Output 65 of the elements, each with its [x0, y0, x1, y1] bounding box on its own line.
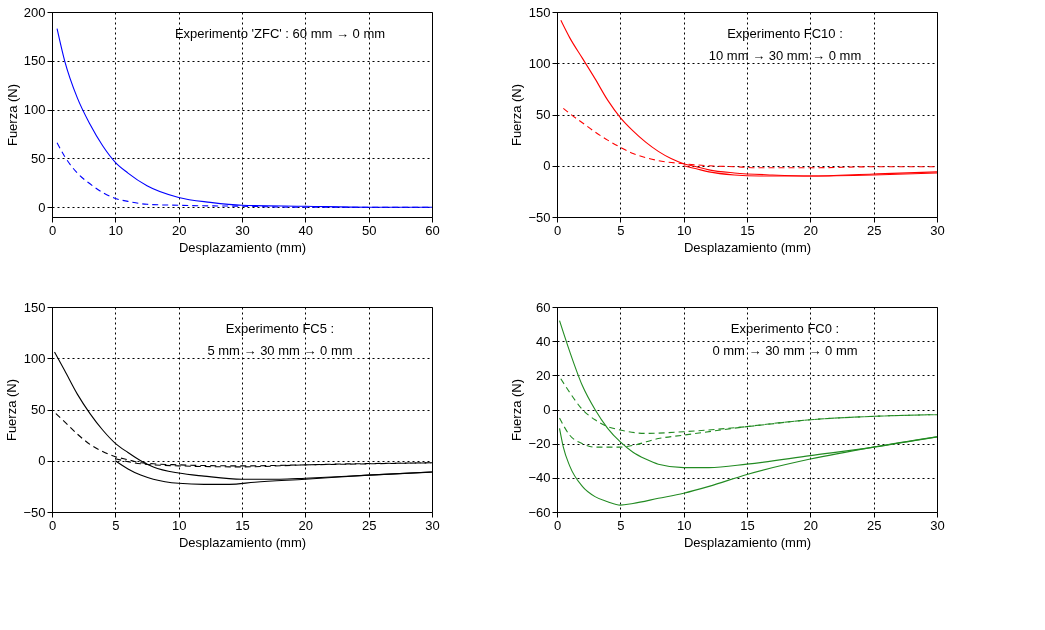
x-tick-label: 40: [298, 222, 314, 238]
y-tick-label: 50: [31, 402, 46, 417]
y-tick-label: −50: [23, 504, 46, 520]
x-axis-title: Desplazamiento (mm): [178, 534, 307, 550]
x-tick-label: 15: [740, 517, 755, 533]
x-tick-label: 5: [617, 222, 625, 238]
x-tick-label: 20: [298, 517, 314, 533]
x-tick-label: 50: [361, 222, 377, 238]
y-axis-title: Fuerza (N): [4, 83, 20, 147]
y-tick-label: −60: [528, 504, 551, 520]
y-tick-label: 60: [536, 299, 551, 315]
y-tick-label: 100: [23, 102, 46, 118]
y-tick-label: −40: [528, 470, 551, 486]
y-tick-label: 100: [528, 55, 551, 71]
y-tick-label: 0: [543, 158, 551, 174]
x-tick-label: 15: [740, 222, 755, 238]
x-tick-label: 30: [235, 222, 250, 238]
annotation: Experimento 'ZFC' : 60 mm → 0 mm: [174, 26, 386, 41]
x-tick-label: 60: [425, 222, 440, 238]
y-tick-label: 150: [23, 53, 46, 69]
y-tick-label: −50: [528, 209, 551, 225]
y-tick-label: −20: [528, 436, 551, 452]
x-tick-label: 10: [676, 222, 692, 238]
x-tick-label: 25: [866, 222, 882, 238]
x-tick-label: 30: [930, 517, 945, 533]
y-tick-label: 0: [543, 402, 551, 417]
x-tick-label: 25: [866, 517, 882, 533]
annotation: 10 mm → 30 mm → 0 mm: [708, 48, 862, 63]
y-tick-label: 20: [536, 367, 551, 383]
annotation: Experimento FC0 :: [730, 321, 840, 336]
x-tick-label: 0: [48, 222, 57, 238]
x-axis-title: Desplazamiento (mm): [683, 239, 812, 255]
y-tick-label: 150: [528, 4, 551, 20]
annotation: 0 mm → 30 mm → 0 mm: [712, 343, 858, 358]
x-tick-label: 0: [553, 222, 562, 238]
y-tick-label: 50: [536, 107, 551, 122]
annotation: Experimento FC10 :: [727, 26, 843, 41]
y-axis-title: Fuerza (N): [509, 83, 525, 147]
x-axis-title: Desplazamiento (mm): [683, 534, 812, 550]
y-tick-label: 150: [23, 299, 46, 315]
x-tick-label: 25: [361, 517, 377, 533]
x-tick-label: 30: [930, 222, 945, 238]
x-tick-label: 20: [803, 517, 819, 533]
x-tick-label: 10: [676, 517, 692, 533]
y-tick-label: 100: [23, 350, 46, 366]
x-tick-label: 5: [617, 517, 625, 533]
x-tick-label: 0: [553, 517, 562, 533]
x-tick-label: 20: [803, 222, 819, 238]
y-axis-title: Fuerza (N): [509, 378, 525, 442]
y-tick-label: 50: [31, 150, 46, 166]
x-axis-title: Desplazamiento (mm): [178, 239, 307, 255]
annotation: 5 mm → 30 mm → 0 mm: [207, 343, 353, 358]
x-tick-label: 0: [48, 517, 57, 533]
y-tick-label: 200: [23, 4, 46, 20]
annotation: Experimento FC5 :: [225, 321, 335, 336]
y-tick-label: 40: [536, 333, 551, 349]
y-tick-label: 0: [38, 199, 46, 215]
x-tick-label: 15: [235, 517, 250, 533]
x-tick-label: 5: [112, 517, 120, 533]
x-tick-label: 10: [108, 222, 124, 238]
y-axis-title: Fuerza (N): [4, 378, 20, 442]
x-tick-label: 30: [425, 517, 440, 533]
y-tick-label: 0: [38, 453, 46, 469]
x-tick-label: 10: [171, 517, 187, 533]
x-tick-label: 20: [171, 222, 187, 238]
